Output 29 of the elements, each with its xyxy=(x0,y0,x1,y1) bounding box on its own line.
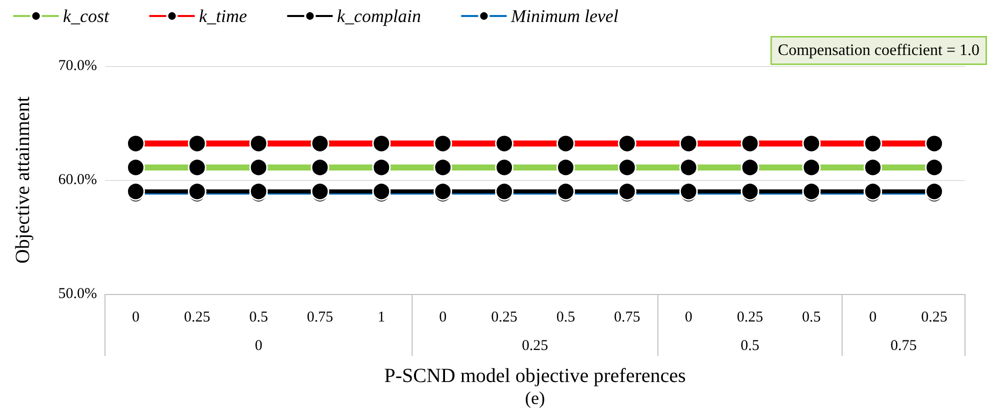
legend-label: k_cost xyxy=(63,6,110,26)
x-tick-label: 0.5 xyxy=(802,310,821,326)
x-tick-label: 0.75 xyxy=(614,310,640,326)
y-tick-label: 70.0% xyxy=(58,58,97,74)
text: (e) xyxy=(525,388,545,408)
x-tick-label: 0.5 xyxy=(249,310,268,326)
text: 0.75 xyxy=(890,338,917,354)
legend-label: k_time xyxy=(198,6,247,26)
x-tick-label: 0.25 xyxy=(491,310,518,326)
legend-label: k_complain xyxy=(336,6,421,26)
text: 0.5 xyxy=(740,338,760,354)
x-tick-label: 0 xyxy=(869,310,877,326)
text: Compensation coefficient = 1.0 xyxy=(778,42,980,59)
x-tick-label: 0 xyxy=(439,310,447,326)
x-tick-label: 0.25 xyxy=(736,310,764,326)
y-tick-label: 60.0% xyxy=(58,172,97,188)
x-tick-label: 0.5 xyxy=(556,310,576,326)
x-tick-label: 0.25 xyxy=(921,310,948,326)
x-tick-label: 0.75 xyxy=(306,310,334,326)
x-tick-label: 0 xyxy=(684,310,692,326)
x-tick-label: 0 xyxy=(132,310,140,326)
x-tick-label: 0.25 xyxy=(184,310,210,326)
text: 0.25 xyxy=(522,338,548,354)
y-axis-title: Objective attainment xyxy=(12,96,34,264)
y-tick-label: 50.0% xyxy=(58,286,97,302)
legend-label: Minimum level xyxy=(510,6,618,26)
text: 0 xyxy=(254,338,262,354)
x-tick-label: 1 xyxy=(378,310,386,326)
x-axis-title: P-SCND model objective preferences xyxy=(384,365,686,387)
